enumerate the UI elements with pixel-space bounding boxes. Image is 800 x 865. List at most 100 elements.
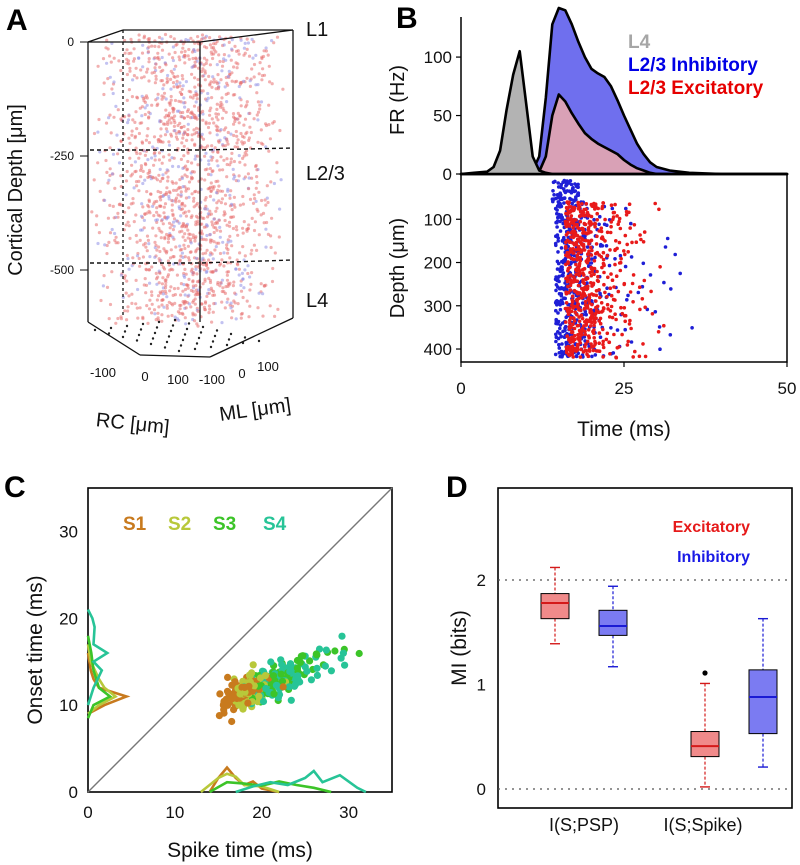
excitatory-spike — [564, 211, 568, 216]
excitatory-neuron-point — [219, 201, 223, 205]
excitatory-neuron-point — [205, 46, 209, 50]
inhibitory-neuron-point — [211, 75, 215, 79]
excitatory-spike — [584, 207, 588, 212]
excitatory-spike — [572, 288, 577, 293]
excitatory-spike — [601, 355, 605, 359]
excitatory-neuron-point — [164, 108, 168, 112]
excitatory-neuron-point — [179, 293, 183, 297]
excitatory-neuron-point — [203, 78, 207, 82]
excitatory-spike — [593, 320, 597, 325]
inhibitory-neuron-point — [111, 152, 116, 156]
excitatory-neuron-point — [160, 161, 164, 165]
excitatory-neuron-point — [238, 160, 242, 164]
excitatory-spike — [631, 273, 636, 277]
excitatory-neuron-point — [206, 215, 210, 219]
excitatory-spike — [610, 278, 615, 283]
excitatory-neuron-point — [163, 237, 167, 241]
excitatory-neuron-point — [134, 233, 138, 238]
excitatory-neuron-point — [184, 164, 188, 168]
excitatory-neuron-point — [164, 283, 168, 287]
excitatory-spike — [593, 221, 597, 226]
inhibitory-neuron-point — [111, 91, 115, 96]
excitatory-neuron-point — [186, 150, 190, 154]
excitatory-neuron-point — [123, 210, 127, 214]
floor-grid-dot — [107, 332, 111, 335]
excitatory-neuron-point — [212, 42, 216, 46]
inhibitory-neuron-point — [196, 288, 200, 292]
excitatory-neuron-point — [263, 198, 267, 202]
inhibitory-neuron-point — [183, 293, 187, 297]
excitatory-neuron-point — [116, 316, 120, 321]
excitatory-neuron-point — [138, 306, 142, 310]
excitatory-neuron-point — [166, 175, 170, 179]
excitatory-neuron-point — [180, 87, 184, 91]
excitatory-spike — [582, 281, 586, 286]
excitatory-neuron-point — [109, 60, 113, 64]
excitatory-spike — [589, 202, 594, 207]
excitatory-neuron-point — [186, 159, 190, 164]
excitatory-neuron-point — [150, 103, 154, 107]
excitatory-neuron-point — [220, 258, 224, 262]
excitatory-spike — [573, 310, 577, 315]
excitatory-neuron-point — [171, 293, 175, 297]
inhibitory-neuron-point — [182, 101, 186, 105]
excitatory-neuron-point — [264, 203, 268, 207]
excitatory-neuron-point — [252, 243, 256, 247]
inhibitory-neuron-point — [187, 195, 191, 199]
excitatory-neuron-point — [208, 63, 212, 67]
excitatory-neuron-point — [167, 140, 171, 144]
excitatory-spike — [580, 326, 585, 331]
inhibitory-spike — [623, 327, 627, 332]
excitatory-neuron-point — [195, 154, 200, 158]
excitatory-neuron-point — [145, 70, 149, 74]
excitatory-spike — [579, 313, 584, 318]
floor-grid-dot — [137, 333, 141, 337]
excitatory-neuron-point — [146, 203, 150, 207]
excitatory-neuron-point — [163, 202, 168, 206]
inhibitory-neuron-point — [126, 121, 130, 125]
excitatory-neuron-point — [167, 118, 171, 122]
excitatory-neuron-point — [205, 58, 209, 62]
inhibitory-neuron-point — [279, 178, 283, 182]
inhibitory-spike — [668, 333, 673, 337]
excitatory-spike — [595, 269, 599, 274]
excitatory-neuron-point — [255, 91, 259, 95]
excitatory-spike — [620, 332, 624, 337]
spike-onset-point — [267, 658, 275, 666]
excitatory-neuron-point — [208, 43, 212, 47]
excitatory-neuron-point — [151, 226, 155, 230]
excitatory-spike — [602, 282, 606, 287]
excitatory-neuron-point — [126, 59, 131, 63]
excitatory-neuron-point — [171, 106, 175, 110]
inhibitory-neuron-point — [180, 251, 184, 255]
excitatory-spike — [572, 346, 577, 351]
excitatory-neuron-point — [141, 315, 145, 319]
excitatory-spike — [613, 202, 617, 207]
excitatory-neuron-point — [195, 117, 199, 121]
excitatory-neuron-point — [213, 248, 217, 252]
excitatory-neuron-point — [125, 253, 129, 257]
excitatory-neuron-point — [192, 104, 197, 108]
inhibitory-neuron-point — [172, 67, 176, 71]
excitatory-spike — [643, 305, 647, 310]
excitatory-neuron-point — [166, 259, 170, 263]
inhibitory-spike — [556, 215, 560, 220]
excitatory-neuron-point — [223, 306, 227, 310]
excitatory-neuron-point — [230, 208, 234, 212]
excitatory-neuron-point — [186, 108, 190, 112]
excitatory-spike — [623, 233, 628, 238]
floor-grid-dot — [215, 329, 219, 332]
floor-grid-dot — [151, 337, 155, 340]
box-edge-bottom-ml — [209, 317, 294, 358]
excitatory-neuron-point — [256, 209, 260, 213]
excitatory-neuron-point — [105, 243, 109, 248]
excitatory-spike — [569, 274, 573, 278]
excitatory-spike — [599, 301, 604, 305]
excitatory-neuron-point — [112, 216, 116, 220]
excitatory-spike — [571, 241, 575, 245]
excitatory-neuron-point — [116, 108, 120, 112]
excitatory-neuron-point — [216, 85, 220, 89]
excitatory-spike — [606, 275, 610, 280]
floor-grid-dot — [225, 343, 229, 347]
excitatory-spike — [615, 346, 620, 350]
